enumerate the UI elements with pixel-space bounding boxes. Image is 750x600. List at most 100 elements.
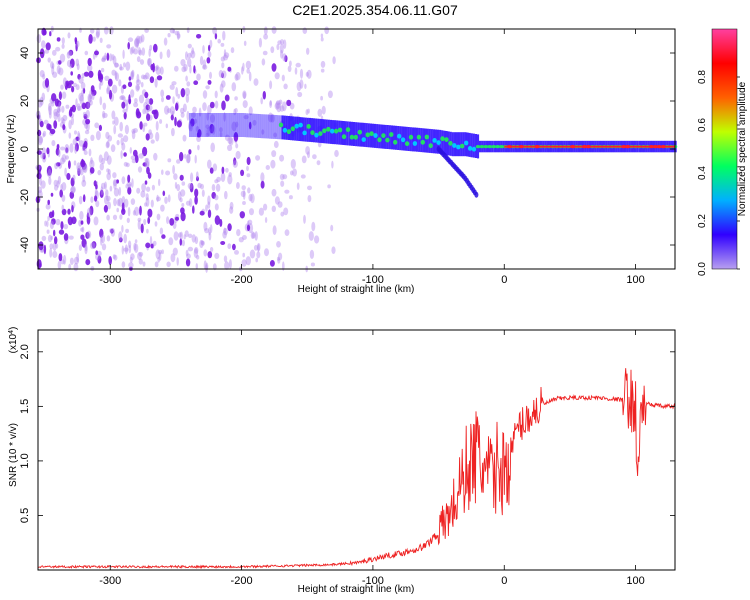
noise-blob [271, 188, 277, 197]
noise-blob [176, 257, 179, 266]
noise-blob [153, 109, 159, 120]
noise-blob [46, 165, 53, 176]
noise-blob [260, 97, 264, 105]
ridge-band [300, 117, 303, 142]
noise-blob [253, 244, 258, 251]
noise-blob [227, 144, 233, 151]
noise-blob [61, 43, 65, 49]
noise-blob [68, 119, 72, 130]
noise-blob [230, 47, 235, 54]
noise-blob [79, 210, 84, 220]
spectrogram-y-label: Frequency (Hz) [6, 115, 17, 184]
noise-blob [214, 179, 219, 184]
noise-blob [146, 166, 150, 175]
noise-blob [205, 124, 210, 129]
noise-blob [173, 231, 179, 241]
ridge-core [400, 137, 406, 143]
noise-blob [48, 111, 52, 119]
noise-blob [100, 67, 105, 73]
noise-blob [86, 230, 92, 239]
noise-blob [71, 116, 74, 126]
ridge-band [260, 114, 263, 139]
noise-blob [249, 208, 254, 216]
ridge-core [389, 132, 394, 137]
noise-blob [166, 49, 171, 58]
ridge-band [243, 113, 246, 138]
noise-blob [114, 62, 119, 68]
noise-blob [214, 252, 220, 259]
ridge-band [191, 113, 194, 137]
noise-blob [60, 84, 64, 90]
spectrogram-x-tick-label: 100 [626, 274, 644, 286]
noise-blob [71, 86, 75, 93]
noise-blob [53, 108, 59, 117]
ridge-band [411, 127, 414, 152]
noise-blob [212, 163, 218, 172]
noise-blob [101, 157, 105, 165]
ridge-band [298, 117, 301, 141]
noise-blob [171, 127, 175, 137]
noise-blob [74, 130, 77, 135]
noise-blob [220, 56, 226, 62]
ridge-band [239, 113, 242, 137]
noise-blob [131, 69, 135, 78]
ridge-core [428, 143, 433, 149]
noise-blob [70, 186, 76, 194]
noise-blob [62, 77, 67, 87]
noise-blob [128, 245, 132, 254]
noise-blob [126, 217, 130, 223]
noise-blob [46, 229, 50, 234]
noise-blob [167, 194, 171, 203]
ridge-band [266, 114, 269, 139]
ridge-band [241, 113, 244, 137]
noise-blob [312, 154, 317, 160]
noise-blob [60, 157, 65, 165]
noise-blob [159, 119, 163, 124]
noise-blob [159, 51, 163, 60]
noise-blob [307, 151, 310, 159]
noise-blob [238, 237, 244, 243]
noise-blob [99, 79, 104, 86]
noise-blob [49, 243, 54, 250]
noise-blob [49, 128, 56, 135]
noise-blob [58, 229, 65, 235]
noise-blob [152, 240, 157, 246]
ridge-core [499, 145, 504, 149]
spectrogram-y-tick-label: 40 [19, 47, 31, 59]
noise-blob [250, 193, 255, 204]
noise-blob [280, 211, 285, 217]
ridge-band [340, 120, 343, 145]
noise-blob [145, 197, 150, 207]
noise-blob [84, 243, 88, 252]
ridge-core [318, 131, 323, 137]
noise-blob [118, 186, 122, 196]
noise-blob [51, 65, 55, 76]
ridge-core [424, 134, 429, 140]
noise-blob [263, 33, 268, 40]
noise-blob [130, 198, 136, 206]
noise-blob [81, 147, 87, 152]
noise-blob [53, 111, 58, 121]
noise-blob [69, 63, 73, 69]
noise-blob [188, 123, 193, 132]
ridge-band [262, 114, 265, 139]
noise-blob [69, 58, 75, 68]
noise-blob [133, 128, 138, 133]
noise-blob [72, 174, 76, 181]
ridge-core [416, 134, 422, 140]
noise-blob [229, 201, 234, 210]
noise-blob [147, 104, 153, 112]
noise-blob [77, 73, 81, 80]
noise-blob [219, 127, 223, 133]
noise-blob [139, 59, 145, 65]
noise-blob [144, 180, 148, 185]
noise-blob [277, 258, 281, 264]
ridge-band [199, 113, 202, 137]
noise-blob [290, 170, 294, 176]
noise-blob [136, 73, 140, 83]
noise-blob [154, 78, 158, 88]
ridge-band [256, 113, 259, 138]
noise-blob [207, 51, 212, 58]
noise-blob [67, 50, 73, 56]
noise-blob [134, 243, 139, 253]
